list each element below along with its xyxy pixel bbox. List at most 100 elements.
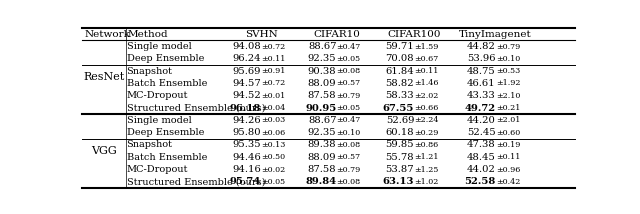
Text: Method: Method [127, 30, 168, 39]
Text: 95.69: 95.69 [232, 67, 261, 76]
Text: ±0.04: ±0.04 [261, 104, 285, 112]
Text: 53.96: 53.96 [467, 54, 496, 63]
Text: MC-Dropout: MC-Dropout [127, 91, 188, 100]
Text: 94.08: 94.08 [232, 42, 261, 51]
Text: ±0.67: ±0.67 [414, 55, 438, 63]
Text: 88.09: 88.09 [308, 79, 337, 88]
Text: CIFAR10: CIFAR10 [313, 30, 360, 39]
Text: 94.16: 94.16 [232, 165, 261, 174]
Text: CIFAR100: CIFAR100 [387, 30, 441, 39]
Text: Single model: Single model [127, 42, 191, 51]
Text: ±0.53: ±0.53 [496, 67, 520, 75]
Text: ±0.96: ±0.96 [496, 166, 520, 174]
Text: 58.82: 58.82 [385, 79, 414, 88]
Text: 94.57: 94.57 [232, 79, 261, 88]
Text: ±0.91: ±0.91 [261, 67, 285, 75]
Text: 92.35: 92.35 [308, 54, 337, 63]
Text: ±0.47: ±0.47 [337, 43, 360, 51]
Text: 52.45: 52.45 [467, 128, 496, 137]
Text: Single model: Single model [127, 116, 191, 125]
Text: ±0.57: ±0.57 [337, 79, 360, 88]
Text: 52.58: 52.58 [465, 177, 496, 186]
Text: ±0.60: ±0.60 [496, 129, 520, 137]
Text: 48.45: 48.45 [467, 153, 496, 162]
Text: Network: Network [84, 30, 130, 39]
Text: ±0.66: ±0.66 [414, 104, 438, 112]
Text: 95.35: 95.35 [232, 140, 261, 149]
Text: ±0.08: ±0.08 [337, 178, 360, 186]
Text: 47.38: 47.38 [467, 140, 496, 149]
Text: 58.33: 58.33 [385, 91, 414, 100]
Text: ±0.06: ±0.06 [261, 129, 285, 137]
Text: 87.58: 87.58 [308, 91, 337, 100]
Text: Batch Ensemble: Batch Ensemble [127, 153, 207, 162]
Text: 55.78: 55.78 [385, 153, 414, 162]
Text: ±0.47: ±0.47 [337, 116, 360, 124]
Text: ±0.11: ±0.11 [496, 153, 520, 161]
Text: ±0.29: ±0.29 [414, 129, 438, 137]
Text: ±0.79: ±0.79 [496, 43, 520, 51]
Text: 89.38: 89.38 [308, 140, 337, 149]
Text: ±0.72: ±0.72 [261, 79, 285, 88]
Text: MC-Dropout: MC-Dropout [127, 165, 188, 174]
Text: 67.55: 67.55 [383, 104, 414, 113]
Text: 96.24: 96.24 [232, 54, 261, 63]
Text: 52.69: 52.69 [386, 116, 414, 125]
Text: 94.46: 94.46 [232, 153, 261, 162]
Text: ±0.13: ±0.13 [261, 141, 285, 149]
Text: Structured Ensemble (ours): Structured Ensemble (ours) [127, 177, 265, 186]
Text: 63.13: 63.13 [383, 177, 414, 186]
Text: 89.84: 89.84 [305, 177, 337, 186]
Text: ±0.08: ±0.08 [337, 67, 360, 75]
Text: ±0.10: ±0.10 [496, 55, 520, 63]
Text: ±0.57: ±0.57 [337, 153, 360, 161]
Text: ±1.02: ±1.02 [414, 178, 438, 186]
Text: 94.52: 94.52 [232, 91, 261, 100]
Text: 61.84: 61.84 [385, 67, 414, 76]
Text: ±2.24: ±2.24 [414, 116, 438, 124]
Text: 53.87: 53.87 [385, 165, 414, 174]
Text: ±0.72: ±0.72 [261, 43, 285, 51]
Text: Deep Ensemble: Deep Ensemble [127, 54, 204, 63]
Text: TinyImagenet: TinyImagenet [460, 30, 532, 39]
Text: ±2.01: ±2.01 [496, 116, 520, 124]
Text: SVHN: SVHN [244, 30, 277, 39]
Text: ResNet: ResNet [84, 72, 125, 82]
Text: ±0.42: ±0.42 [496, 178, 520, 186]
Text: 59.85: 59.85 [385, 140, 414, 149]
Text: 49.72: 49.72 [465, 104, 496, 113]
Text: ±0.86: ±0.86 [414, 141, 438, 149]
Text: 44.20: 44.20 [467, 116, 496, 125]
Text: ±0.79: ±0.79 [337, 166, 360, 174]
Text: ±2.02: ±2.02 [414, 92, 438, 100]
Text: Snapshot: Snapshot [127, 67, 173, 76]
Text: 70.08: 70.08 [385, 54, 414, 63]
Text: 90.95: 90.95 [305, 104, 337, 113]
Text: 43.33: 43.33 [467, 91, 496, 100]
Text: ±0.05: ±0.05 [337, 55, 360, 63]
Text: ±0.11: ±0.11 [414, 67, 438, 75]
Text: 44.82: 44.82 [467, 42, 496, 51]
Text: ±0.11: ±0.11 [261, 55, 285, 63]
Text: ±1.25: ±1.25 [414, 166, 438, 174]
Text: 88.09: 88.09 [308, 153, 337, 162]
Text: Structured Ensemble (ours): Structured Ensemble (ours) [127, 104, 265, 113]
Text: ±0.08: ±0.08 [337, 141, 360, 149]
Text: ±0.79: ±0.79 [337, 92, 360, 100]
Text: 60.18: 60.18 [385, 128, 414, 137]
Text: ±1.46: ±1.46 [414, 79, 438, 88]
Text: 90.38: 90.38 [308, 67, 337, 76]
Text: 88.67: 88.67 [308, 116, 337, 125]
Text: ±0.03: ±0.03 [261, 116, 285, 124]
Text: ±1.21: ±1.21 [414, 153, 438, 161]
Text: 95.74: 95.74 [230, 177, 261, 186]
Text: Batch Ensemble: Batch Ensemble [127, 79, 207, 88]
Text: 87.58: 87.58 [308, 165, 337, 174]
Text: ±0.19: ±0.19 [496, 141, 520, 149]
Text: ±0.05: ±0.05 [261, 178, 285, 186]
Text: ±0.50: ±0.50 [261, 153, 285, 161]
Text: 44.02: 44.02 [467, 165, 496, 174]
Text: 59.71: 59.71 [385, 42, 414, 51]
Text: VGG: VGG [92, 146, 117, 156]
Text: 46.61: 46.61 [467, 79, 496, 88]
